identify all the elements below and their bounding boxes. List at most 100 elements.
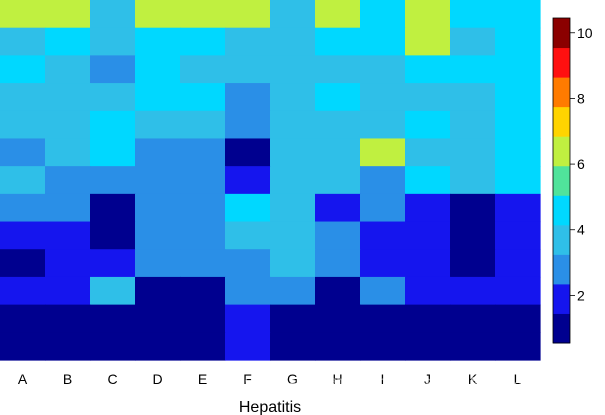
heatmap-cell: [90, 249, 136, 278]
x-tick-label: E: [198, 371, 207, 387]
heatmap-cell: [180, 138, 226, 167]
heatmap-cell: [495, 276, 541, 306]
heatmap-cell: [90, 138, 136, 167]
colorbar-swatch: [553, 254, 570, 285]
heatmap-cell: [45, 0, 91, 29]
heatmap-cell: [360, 27, 406, 56]
heatmap-cell: [315, 55, 361, 84]
colorbar-swatch: [553, 224, 570, 255]
heatmap-cell: [495, 110, 541, 140]
heatmap-cell: [360, 221, 406, 250]
heatmap-cell: [0, 249, 46, 278]
heatmap-cell: [135, 276, 181, 306]
heatmap-cell: [270, 276, 316, 306]
x-tick-label: B: [63, 371, 72, 387]
heatmap-cell: [135, 221, 181, 250]
heatmap-cell: [405, 304, 451, 333]
heatmap-cell: [405, 110, 451, 140]
heatmap-cell: [225, 166, 271, 195]
colorbar-swatch: [553, 283, 570, 314]
x-tick-label: J: [424, 371, 431, 387]
heatmap-cell: [450, 193, 496, 223]
heatmap-cell: [90, 55, 136, 84]
heatmap-cell: [45, 110, 91, 140]
heatmap-cell: [135, 304, 181, 333]
heatmap-cell: [495, 83, 541, 112]
heatmap-cell: [135, 193, 181, 223]
colorbar-swatch: [553, 313, 570, 344]
heatmap-cell: [315, 193, 361, 223]
heatmap-cell: [405, 0, 451, 29]
heatmap-cell: [180, 166, 226, 195]
heatmap-cell: [315, 304, 361, 333]
heatmap-cell: [405, 221, 451, 250]
heatmap-cell: [495, 0, 541, 29]
heatmap-cell: [180, 276, 226, 306]
heatmap-cell: [90, 193, 136, 223]
heatmap-cell: [360, 166, 406, 195]
heatmap-cell: [45, 221, 91, 250]
heatmap-cell: [45, 332, 91, 361]
heatmap-cell: [360, 193, 406, 223]
heatmap-cell: [45, 249, 91, 278]
heatmap-cell: [135, 332, 181, 361]
heatmap-cell: [225, 138, 271, 167]
colorbar-swatch: [553, 136, 570, 167]
heatmap-cell: [225, 27, 271, 56]
x-tick-label: D: [152, 371, 162, 387]
heatmap-cell: [450, 110, 496, 140]
colorbar-swatch: [553, 18, 570, 49]
heatmap-cell: [225, 83, 271, 112]
heatmap-cell: [225, 332, 271, 361]
credit-line-1: On the Evaluation of Unsupervised Outlie…: [245, 364, 556, 375]
heatmap-cell: [450, 83, 496, 112]
heatmap-cell: [90, 27, 136, 56]
colorbar-swatch: [553, 77, 570, 108]
heatmap-cell: [360, 110, 406, 140]
heatmap-cell: [315, 138, 361, 167]
heatmap-cell: [180, 0, 226, 29]
heatmap-cell: [405, 249, 451, 278]
heatmap-cell: [405, 332, 451, 361]
x-tick-label: F: [243, 371, 252, 387]
heatmap-cell: [0, 193, 46, 223]
heatmap-cell: [405, 193, 451, 223]
heatmap-cell: [0, 138, 46, 167]
heatmap-cell: [90, 0, 136, 29]
heatmap-cell: [45, 166, 91, 195]
colorbar-swatch: [553, 47, 570, 78]
heatmap-cell: [0, 304, 46, 333]
heatmap-cell: [315, 276, 361, 306]
heatmap-cell: [90, 221, 136, 250]
heatmap-cell: [0, 276, 46, 306]
heatmap-cell: [270, 138, 316, 167]
heatmap-cell: [405, 166, 451, 195]
heatmap-cell: [450, 55, 496, 84]
heatmap-cell: [225, 193, 271, 223]
heatmap-cell: [405, 55, 451, 84]
heatmap-cell: [225, 221, 271, 250]
heatmap-cell: [270, 83, 316, 112]
x-tick-label: A: [18, 371, 28, 387]
heatmap-cell: [90, 166, 136, 195]
colorbar-tick-label: 6: [577, 156, 585, 172]
heatmap-cell: [360, 138, 406, 167]
heatmap-cell: [225, 249, 271, 278]
colorbar: 2 4 6 8 10: [552, 17, 593, 344]
heatmap-cell: [135, 83, 181, 112]
colorbar-swatch: [553, 106, 570, 137]
heatmap-cell: [0, 221, 46, 250]
heatmap-cell: [270, 0, 316, 29]
heatmap-cell: [180, 83, 226, 112]
heatmap-cell: [360, 304, 406, 333]
heatmap-cell: [315, 166, 361, 195]
heatmap-cell: [270, 166, 316, 195]
x-axis-labels: A B C D E F G H I J K L: [18, 371, 522, 387]
heatmap-cell: [315, 249, 361, 278]
heatmap-cell: [90, 83, 136, 112]
heatmap-cell: [45, 83, 91, 112]
heatmap-cell: [360, 249, 406, 278]
heatmap-cell: [180, 27, 226, 56]
heatmap-cell: [0, 0, 46, 29]
